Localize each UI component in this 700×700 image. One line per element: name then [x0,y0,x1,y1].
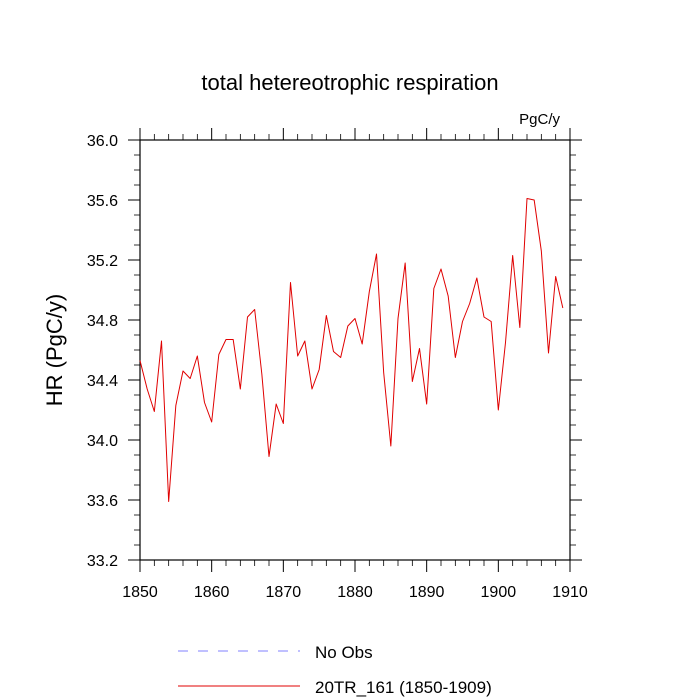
plot-frame [139,139,571,561]
y-axis-label: HR (PgC/y) [42,294,67,406]
y-tick-label: 35.2 [87,253,118,270]
legend-label-no-obs: No Obs [315,643,373,662]
units-label: PgC/y [519,111,560,128]
y-tick-label: 33.2 [87,553,118,570]
y-tick-label: 34.8 [87,313,118,330]
x-tick-label: 1900 [481,584,517,601]
x-tick-label: 1870 [266,584,302,601]
x-tick-label: 1890 [409,584,445,601]
x-tick-label: 1850 [122,584,158,601]
y-tick-label: 34.4 [87,373,118,390]
y-tick-label: 33.6 [87,493,118,510]
series-line-1 [139,198,564,502]
y-tick-label: 36.0 [87,133,118,150]
legend: No Obs 20TR_161 (1850-1909) [178,643,492,697]
x-tick-label: 1860 [194,584,230,601]
y-tick-label: 35.6 [87,193,118,210]
series-layer [139,198,564,502]
x-tick-label: 1910 [552,584,588,601]
x-tick-label: 1880 [337,584,373,601]
legend-label-20tr: 20TR_161 (1850-1909) [315,678,492,697]
y-tick-label: 34.0 [87,433,118,450]
axis-ticks: 1850 1860 1870 1880 1890 1900 1910 33.2 33.6 34.0… [87,128,588,601]
chart-title: total hetereotrophic respiration [201,70,498,95]
